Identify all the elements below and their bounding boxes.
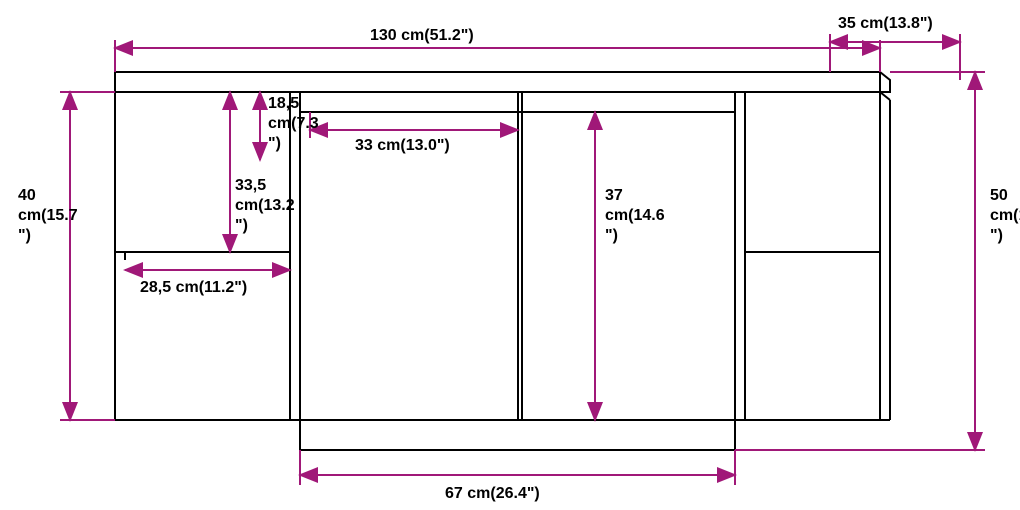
cabinet-outline [115, 72, 890, 450]
dim-depth-35 [830, 34, 960, 80]
dim-height-40 [60, 92, 115, 420]
label-185-a: 18,5 [268, 95, 299, 112]
label-40-a: 40 [18, 187, 36, 204]
label-335-c: ") [235, 217, 248, 234]
label-130: 130 cm(51.2") [370, 27, 474, 44]
label-335-b: cm(13.2 [235, 197, 295, 214]
label-40-b: cm(15.7 [18, 207, 78, 224]
label-185-b: cm(7.3 [268, 115, 319, 132]
label-50-b: cm(19.7 [990, 207, 1020, 224]
label-335-a: 33,5 [235, 177, 266, 194]
label-37-b: cm(14.6 [605, 207, 665, 224]
dim-width-130 [115, 40, 880, 72]
label-35: 35 cm(13.8") [838, 15, 933, 32]
dim-height-50 [735, 72, 985, 450]
label-33: 33 cm(13.0") [355, 137, 450, 154]
label-285: 28,5 cm(11.2") [140, 279, 247, 296]
dim-33 [310, 112, 518, 138]
label-40-c: ") [18, 227, 31, 244]
label-37-a: 37 [605, 187, 623, 204]
dim-67 [300, 450, 735, 485]
label-50-a: 50 [990, 187, 1008, 204]
label-37-c: ") [605, 227, 618, 244]
label-50-c: ") [990, 227, 1003, 244]
label-185-c: ") [268, 135, 281, 152]
label-67: 67 cm(26.4") [445, 485, 540, 502]
